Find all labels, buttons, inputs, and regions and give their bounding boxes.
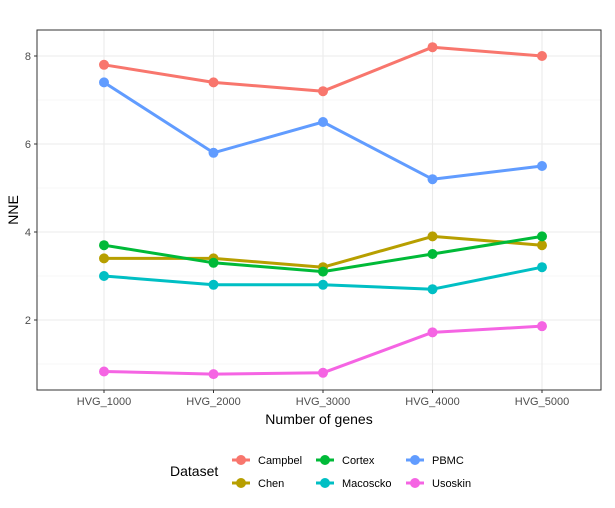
y-tick-label: 4 [25,227,31,239]
legend-label: Usoskin [432,478,471,490]
legend: Campbel Chen Cortex Macoscko PBMC Usoskin [232,455,471,490]
point-cortex [427,249,438,259]
x-axis: HVG_1000 HVG_2000 HVG_3000 HVG_4000 HVG_5000 [77,390,569,408]
point-cortex [208,257,219,268]
y-tick-label: 8 [25,51,31,63]
point-campbel [427,42,438,53]
point-macoscko [427,284,438,295]
point-cortex [318,266,328,277]
y-axis-title: NNE [5,195,21,225]
legend-item-campbel: Campbel [232,455,302,467]
point-cortex [537,231,547,242]
legend-key-point [410,478,420,488]
legend-label: Macoscko [342,478,392,490]
legend-key-point [236,455,246,465]
legend-key-point [320,478,330,488]
point-campbel [208,77,219,88]
y-tick-label: 6 [25,139,31,151]
x-tick-label: HVG_2000 [186,396,240,408]
point-usoskin [427,327,438,338]
point-macoscko [99,271,109,281]
legend-item-pbmc: PBMC [406,455,464,467]
point-pbmc [427,174,438,185]
legend-label: Campbel [258,455,302,467]
plot-panel-border [36,29,602,391]
y-axis: 2 4 6 8 [25,51,37,327]
y-tick-label: 2 [25,315,31,327]
legend-item-cortex: Cortex [316,455,375,467]
point-macoscko [208,279,219,290]
point-campbel [537,51,547,61]
point-cortex [99,240,109,251]
point-macoscko [537,262,547,273]
plot-panel-background [37,30,601,390]
legend-key-point [320,455,330,465]
legend-label: Cortex [342,455,375,467]
legend-item-macoscko: Macoscko [316,478,392,490]
point-chen [427,231,438,242]
legend-label: PBMC [432,455,464,467]
point-pbmc [208,147,219,158]
legend-item-chen: Chen [232,478,284,490]
point-usoskin [99,366,109,377]
point-usoskin [318,367,328,378]
point-macoscko [318,279,328,290]
point-usoskin [537,321,547,332]
x-tick-label: HVG_5000 [515,396,569,408]
legend-label: Chen [258,478,284,490]
point-pbmc [99,77,109,88]
x-tick-label: HVG_4000 [405,396,459,408]
legend-title: Dataset [170,463,218,479]
x-tick-label: HVG_1000 [77,396,131,408]
point-pbmc [318,117,328,127]
x-axis-title: Number of genes [265,411,372,427]
series-points [99,42,547,380]
point-chen [537,240,547,251]
point-pbmc [537,161,547,171]
legend-key-point [236,478,246,488]
point-campbel [99,59,109,70]
legend-key-point [410,455,420,465]
point-usoskin [208,369,219,380]
point-campbel [318,86,328,97]
point-chen [99,253,109,264]
legend-item-usoskin: Usoskin [406,478,471,490]
x-tick-label: HVG_3000 [296,396,350,408]
